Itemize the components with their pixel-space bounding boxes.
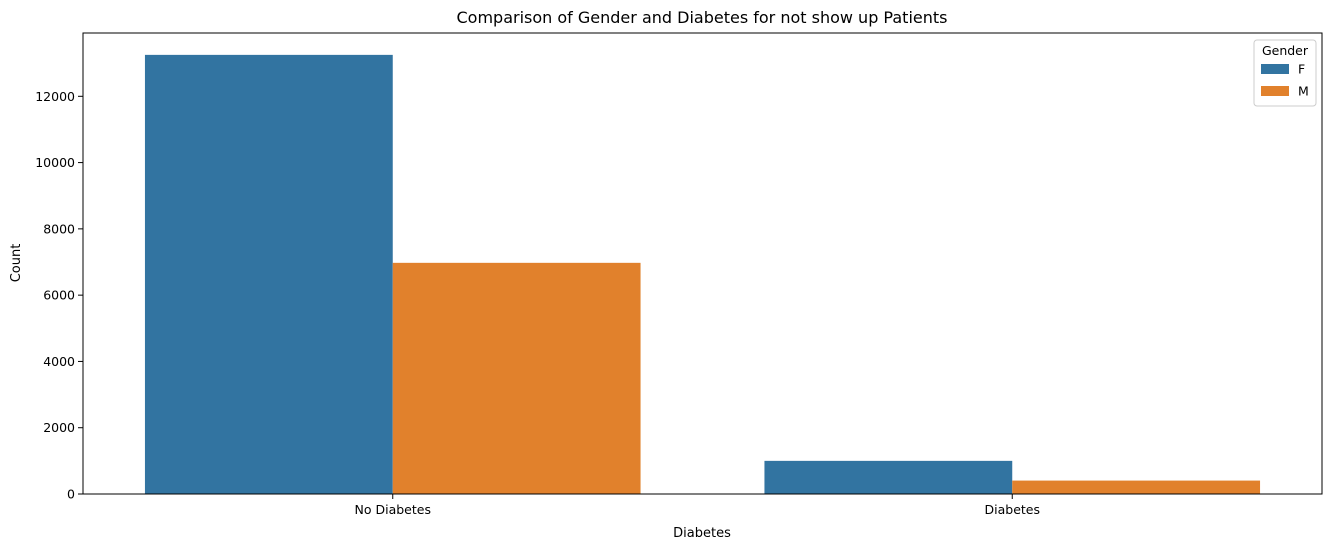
y-tick-label: 8000 xyxy=(43,221,75,236)
bar-f-no-diabetes xyxy=(144,54,393,494)
y-tick-label: 4000 xyxy=(43,354,75,369)
y-axis-label: Count xyxy=(9,244,24,283)
x-axis-label: Diabetes xyxy=(673,526,731,541)
plot-frame xyxy=(82,32,1323,495)
legend-swatch-f xyxy=(1261,64,1289,74)
y-tick-label: 0 xyxy=(67,487,75,502)
legend-label-f: F xyxy=(1298,62,1305,77)
legend-label-m: M xyxy=(1298,84,1309,99)
bar-f-diabetes xyxy=(764,460,1013,494)
legend: Gender FM xyxy=(1253,39,1317,107)
y-tick-label: 12000 xyxy=(35,89,75,104)
y-tick-label: 6000 xyxy=(43,288,75,303)
chart-title: Comparison of Gender and Diabetes for no… xyxy=(457,8,948,27)
y-tick-label: 10000 xyxy=(35,155,75,170)
x-tick-label: Diabetes xyxy=(985,502,1041,517)
x-axis-ticks: No Diabetes Diabetes xyxy=(355,494,1040,517)
y-axis-ticks: 0 2000 4000 6000 8000 10000 12000 xyxy=(35,89,83,502)
bars-group xyxy=(144,54,1261,494)
legend-swatch-m xyxy=(1261,86,1289,96)
bar-m-no-diabetes xyxy=(392,262,641,494)
legend-title: Gender xyxy=(1262,43,1309,58)
y-tick-label: 2000 xyxy=(43,420,75,435)
x-tick-label: No Diabetes xyxy=(355,502,431,517)
bar-m-diabetes xyxy=(1012,480,1261,494)
legend-entries: FM xyxy=(1261,62,1309,99)
